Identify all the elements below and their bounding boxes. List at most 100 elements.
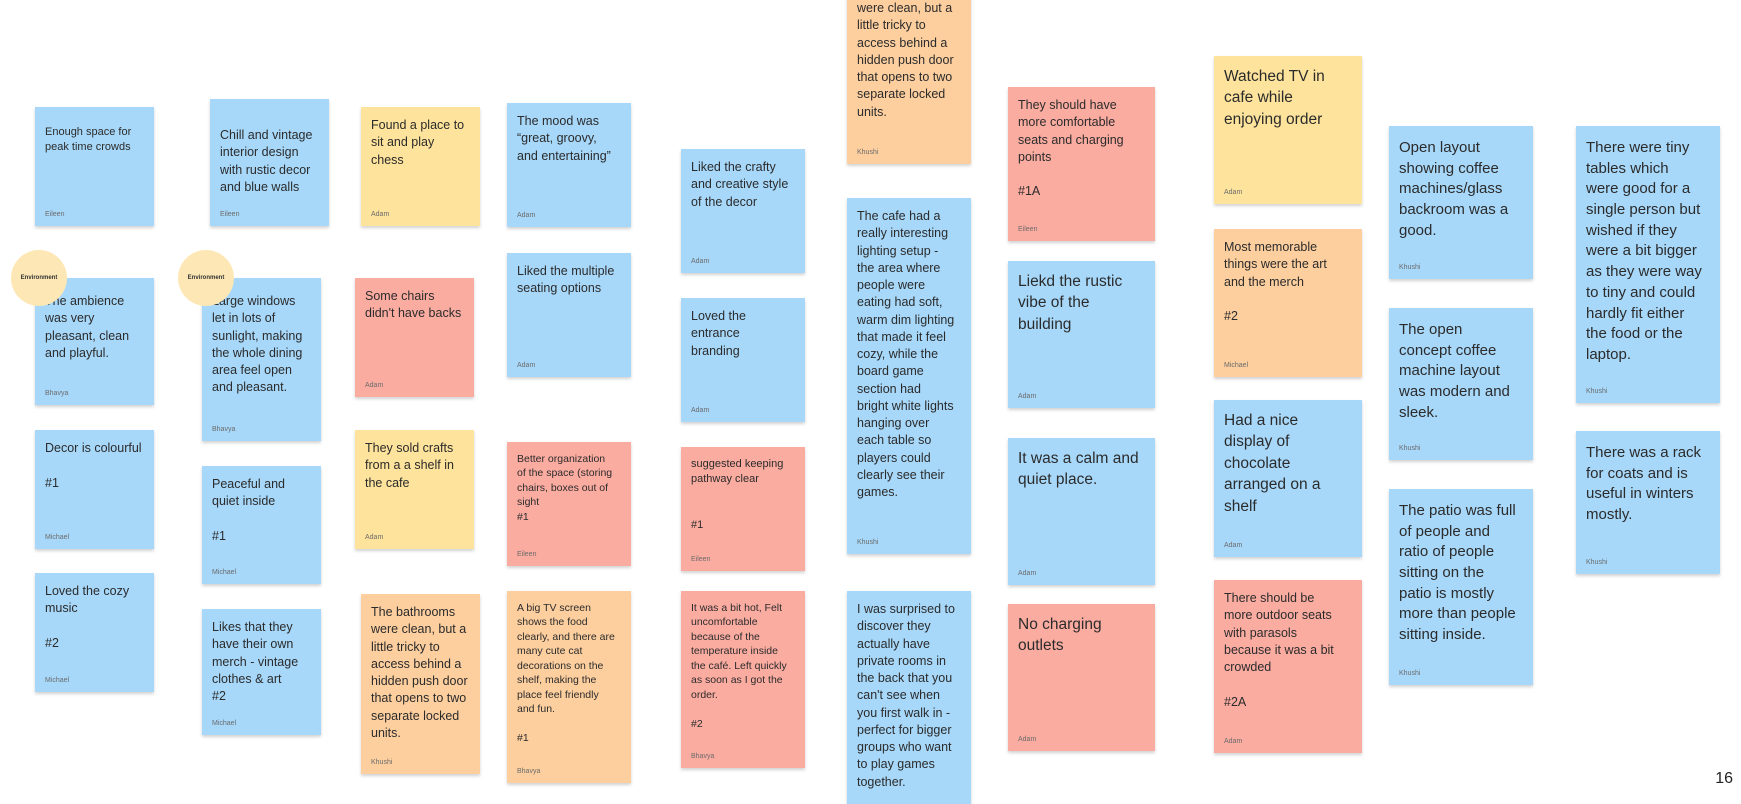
note-text: Decor is colourful #1 (45, 441, 142, 490)
sticky-note[interactable]: Peaceful and quiet inside #1 Michael (202, 466, 321, 584)
environment-sticker[interactable]: Environment (178, 250, 234, 306)
sticky-note[interactable]: Better organization of the space (storin… (507, 442, 631, 566)
sticky-note[interactable]: The mood was “great, groovy, and enterta… (507, 103, 631, 227)
sticky-note[interactable]: The bathrooms were clean, but a little t… (361, 594, 480, 774)
sticky-note[interactable]: It was a calm and quiet place. Adam (1008, 438, 1155, 585)
note-text: The patio was full of people and ratio o… (1399, 502, 1516, 644)
note-text: Loved the entrance branding (691, 309, 746, 358)
note-text: Better organization of the space (storin… (517, 453, 613, 523)
note-text: Peaceful and quiet inside #1 (212, 477, 285, 543)
note-author: Adam (517, 212, 536, 219)
note-author: Adam (1018, 736, 1037, 743)
sticky-note[interactable]: Watched TV in cafe while enjoying order … (1214, 56, 1362, 204)
sticky-note[interactable]: The ambience was very pleasant, clean an… (35, 278, 154, 405)
sticky-note[interactable]: Open layout showing coffee machines/glas… (1389, 126, 1533, 279)
note-author: Bhavya (517, 768, 541, 775)
note-text: suggested keeping pathway clear #1 (691, 458, 784, 531)
note-author: Bhavya (691, 753, 715, 760)
sticky-note[interactable]: There should be more outdoor seats with … (1214, 580, 1362, 753)
note-text: It was a bit hot, Felt uncomfortable bec… (691, 602, 787, 730)
sticky-note[interactable]: Liekd the rustic vibe of the building Ad… (1008, 261, 1155, 408)
sticky-note[interactable]: Liked the multiple seating options Adam (507, 253, 631, 377)
note-author: Khushi (1586, 388, 1608, 395)
note-text: There were tiny tables which were good f… (1586, 139, 1702, 363)
note-author: Eileen (1018, 226, 1038, 233)
note-text: They sold crafts from a a shelf in the c… (365, 441, 454, 490)
sticky-note[interactable]: suggested keeping pathway clear #1 Eilee… (681, 447, 805, 571)
note-author: Adam (1224, 189, 1243, 196)
note-text: A big TV screen shows the food clearly, … (517, 602, 615, 745)
sticky-note[interactable]: Enough space for peak time crowds Eileen (35, 107, 154, 226)
note-author: Adam (365, 382, 384, 389)
note-text: Likes that they have their own merch - v… (212, 620, 299, 703)
note-text: Chill and vintage interior design with r… (220, 128, 313, 194)
sticky-note[interactable]: Loved the cozy music #2 Michael (35, 573, 154, 692)
note-author: Khushi (371, 759, 393, 766)
note-author: Michael (212, 720, 237, 727)
note-author: Adam (691, 407, 710, 414)
note-text: They should have more comfortable seats … (1018, 98, 1124, 199)
note-author: Adam (1224, 738, 1243, 745)
sticky-note[interactable]: They sold crafts from a a shelf in the c… (355, 430, 474, 549)
sticker-label: Environment (187, 275, 225, 281)
note-author: Michael (1224, 362, 1249, 369)
note-author: Khushi (1399, 264, 1421, 271)
note-text: Most memorable things were the art and t… (1224, 240, 1327, 323)
note-text: The bathrooms were clean, but a little t… (371, 605, 468, 740)
note-text: Liekd the rustic vibe of the building (1018, 273, 1123, 333)
note-text: Open layout showing coffee machines/glas… (1399, 139, 1509, 239)
environment-sticker[interactable]: Environment (11, 250, 67, 306)
sticky-note[interactable]: Chill and vintage interior design with r… (210, 99, 329, 226)
note-text: There was a rack for coats and is useful… (1586, 444, 1702, 524)
note-author: Michael (45, 677, 70, 684)
note-author: Adam (371, 211, 390, 218)
sticky-note[interactable]: Likes that they have their own merch - v… (202, 609, 321, 735)
note-author: Eileen (517, 551, 537, 558)
note-text: Loved the cozy music #2 (45, 584, 130, 650)
note-author: Khushi (1586, 559, 1608, 566)
note-text: I was surprised to discover they actuall… (857, 602, 955, 789)
note-text: The open concept coffee machine layout w… (1399, 321, 1510, 421)
note-author: Eileen (691, 556, 711, 563)
sticky-note[interactable]: No charging outlets Adam (1008, 604, 1155, 751)
note-text: There should be more outdoor seats with … (1224, 591, 1334, 709)
sticky-note[interactable]: Some chairs didn't have backs Adam (355, 278, 474, 397)
sticky-note[interactable]: Decor is colourful #1 Michael (35, 430, 154, 549)
page-number: 16 (1715, 770, 1733, 787)
sticky-note[interactable]: Most memorable things were the art and t… (1214, 229, 1362, 377)
note-text: It was a calm and quiet place. (1018, 450, 1139, 489)
sticky-note[interactable]: There were tiny tables which were good f… (1576, 126, 1720, 403)
note-text: The mood was “great, groovy, and enterta… (517, 114, 611, 163)
note-text: Liked the crafty and creative style of t… (691, 160, 789, 209)
note-author: Bhavya (45, 390, 69, 397)
sticky-note[interactable]: There was a rack for coats and is useful… (1576, 431, 1720, 574)
note-text: Had a nice display of chocolate arranged… (1224, 412, 1321, 515)
note-text: Some chairs didn't have backs (365, 289, 462, 321)
sticky-note[interactable]: Liked the crafty and creative style of t… (681, 149, 805, 273)
sticky-note[interactable]: The cafe had a really interesting lighti… (847, 198, 971, 554)
sticky-note[interactable]: Found a place to sit and play chess Adam (361, 107, 480, 226)
note-author: Adam (365, 534, 384, 541)
note-text: Found a place to sit and play chess (371, 118, 465, 167)
note-author: Khushi (857, 539, 879, 546)
sticky-note[interactable]: Loved the entrance branding Adam (681, 298, 805, 422)
sticky-note[interactable]: The patio was full of people and ratio o… (1389, 489, 1533, 685)
sticky-note[interactable]: They should have more comfortable seats … (1008, 87, 1155, 241)
sticky-note[interactable]: It was a bit hot, Felt uncomfortable bec… (681, 591, 805, 768)
sticky-note[interactable]: Large windows let in lots of sunlight, m… (202, 278, 321, 441)
note-text: Enough space for peak time crowds (45, 126, 132, 154)
sticky-note[interactable]: A big TV screen shows the food clearly, … (507, 591, 631, 783)
note-text: were clean, but a little tricky to acces… (857, 1, 954, 119)
sticky-note[interactable]: I was surprised to discover they actuall… (847, 591, 971, 804)
note-author: Adam (691, 258, 710, 265)
note-author: Eileen (220, 211, 240, 218)
note-author: Adam (1018, 570, 1037, 577)
sticky-note[interactable]: The open concept coffee machine layout w… (1389, 308, 1533, 460)
sticky-note[interactable]: were clean, but a little tricky to acces… (847, 0, 971, 164)
note-text: The ambience was very pleasant, clean an… (45, 294, 130, 360)
note-author: Adam (1018, 393, 1037, 400)
note-author: Eileen (45, 211, 65, 218)
sticky-note[interactable]: Had a nice display of chocolate arranged… (1214, 400, 1362, 557)
note-text: The cafe had a really interesting lighti… (857, 209, 955, 499)
sticker-label: Environment (20, 275, 58, 281)
